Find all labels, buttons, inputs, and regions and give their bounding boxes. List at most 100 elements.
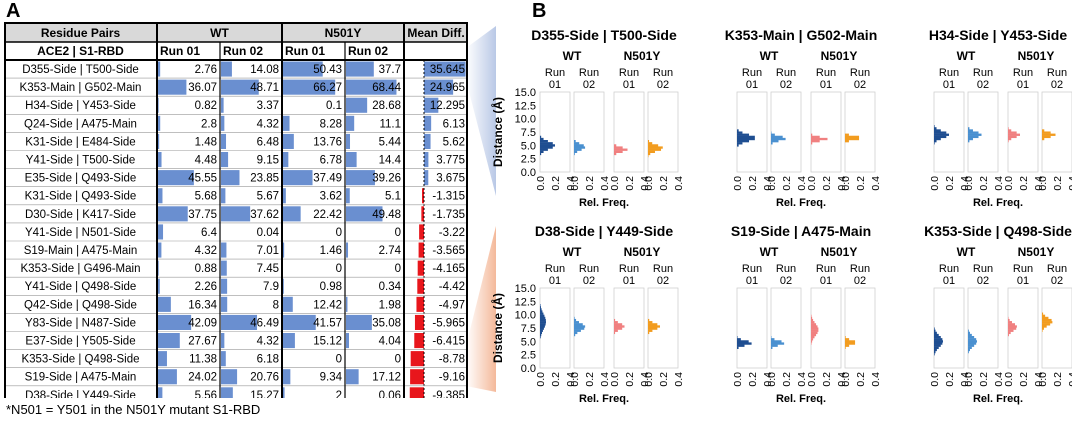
histogram-bar [845,340,856,343]
histogram-bar [811,133,813,136]
x-tick-label: 0.2 [1052,372,1064,387]
histogram-bar [540,333,542,337]
histogram-bar [811,318,814,322]
diff-bar [422,188,424,204]
histogram-bar [574,323,583,326]
diff-bar [414,314,424,330]
histogram-bar [1042,137,1045,141]
residue-pair-label: Y41-Side | N501-Side [25,227,136,239]
histogram-bar [574,321,580,324]
value-cell: 28.68 [372,100,401,112]
x-tick-label: 0.4 [1033,176,1045,191]
group-label-wt: WT [760,245,779,259]
histogram-bar [934,338,943,341]
diff-cell: 6.13 [443,118,465,130]
value-cell: 6.4 [201,227,218,239]
value-bar [221,61,232,77]
y-tick-label: 2.5 [521,154,536,166]
run-label: Run [973,263,993,275]
table-row: K31-Side | E484-Side 1.48 6.48 13.76 5.44 5.6… [25,133,465,149]
histogram-bar [737,346,739,349]
value-bar [221,314,258,330]
run-label: Run [939,263,959,275]
y-axis-label: Distance (Å) [490,293,505,363]
histogram-bar [811,338,814,341]
connector-top [466,26,496,196]
residue-pair-label: K353-Main | G502-Main [20,82,142,94]
histogram-bar [771,342,785,345]
value-cell: 17.12 [372,372,401,384]
value-bar [158,170,194,186]
run-label: 02 [780,275,792,287]
diff-cell: -3.565 [432,245,465,257]
x-tick-label: 0.0 [535,176,547,191]
histogram-bar [1008,127,1009,130]
value-bar [283,369,291,385]
x-tick-label: 0.0 [643,372,655,387]
run-label: Run [545,263,565,275]
run-label: 02 [1051,79,1063,91]
run-label: 02 [583,275,595,287]
chart-title: H34-Side | Y453-Side [929,27,1067,43]
histogram-bar [540,327,544,330]
histogram-bar [737,342,752,345]
value-bar [158,61,161,77]
histogram-bar [540,144,555,147]
histogram-bar [968,350,969,354]
value-bar [346,170,375,186]
group-label-n501y: N501Y [821,245,858,259]
value-bar [283,115,290,131]
histogram-bar [968,340,977,343]
x-tick-label: 0.4 [1033,372,1045,387]
x-tick-label: 0.0 [732,372,744,387]
histogram-bar [934,336,941,339]
histogram-bar [574,140,576,143]
table-row: Y41-Side | Q498-Side 2.26 7.9 0.98 0.34 -4.42 [25,278,465,294]
run-label: 02 [583,79,595,91]
histogram-bar [1042,316,1049,320]
chart-title: D355-Side | T500-Side [531,27,677,43]
histogram-bar [934,129,941,132]
value-bar [158,133,160,149]
x-tick-label: 0.4 [836,176,848,191]
value-cell: 6.78 [320,155,342,167]
diff-bar [424,97,439,113]
table-row: Y41-Side | T500-Side 4.48 9.15 6.78 14.4 3.77… [26,152,465,168]
x-tick-label: 0.4 [993,372,1005,387]
histogram-bar [574,150,578,153]
histogram-bar [1008,331,1011,335]
histogram-bar [934,140,937,143]
x-tick-label: 0.2 [855,372,867,387]
value-cell: 0.88 [195,263,217,275]
histogram-bar [811,323,817,326]
group-label-n501y: N501Y [1018,245,1055,259]
value-cell: 49.48 [372,209,401,221]
x-tick-label: 0.4 [870,372,882,387]
value-bar [158,333,180,349]
histogram-bar [614,331,616,335]
header-wt: WT [210,26,229,40]
histogram-bar [934,333,939,337]
histogram-bar [737,140,750,143]
value-cell: 6.18 [257,354,279,366]
value-cell: 4.04 [379,336,402,348]
run-label: 02 [854,79,866,91]
value-bar [221,133,227,149]
header-run-3: Run 01 [285,44,325,58]
value-bar [346,314,372,330]
y-tick-label: 2.5 [521,350,536,362]
table-row: E37-Side | Y505-Side 27.67 4.32 15.12 4.04 -6… [25,333,465,349]
histogram-bar [1042,325,1047,328]
histogram-bar [845,135,860,139]
histogram-bar [811,333,817,337]
value-cell: 16.34 [188,299,217,311]
value-bar [346,188,350,204]
group-label-wt: WT [957,245,976,259]
diff-cell: 5.62 [443,136,465,148]
histogram-bar [845,344,850,347]
histogram-bar [934,125,935,128]
chart-title: K353-Main | G502-Main [725,27,878,43]
x-tick-label: 0.0 [840,176,852,191]
histogram-bar [771,344,778,347]
value-cell: 7.9 [263,281,279,293]
